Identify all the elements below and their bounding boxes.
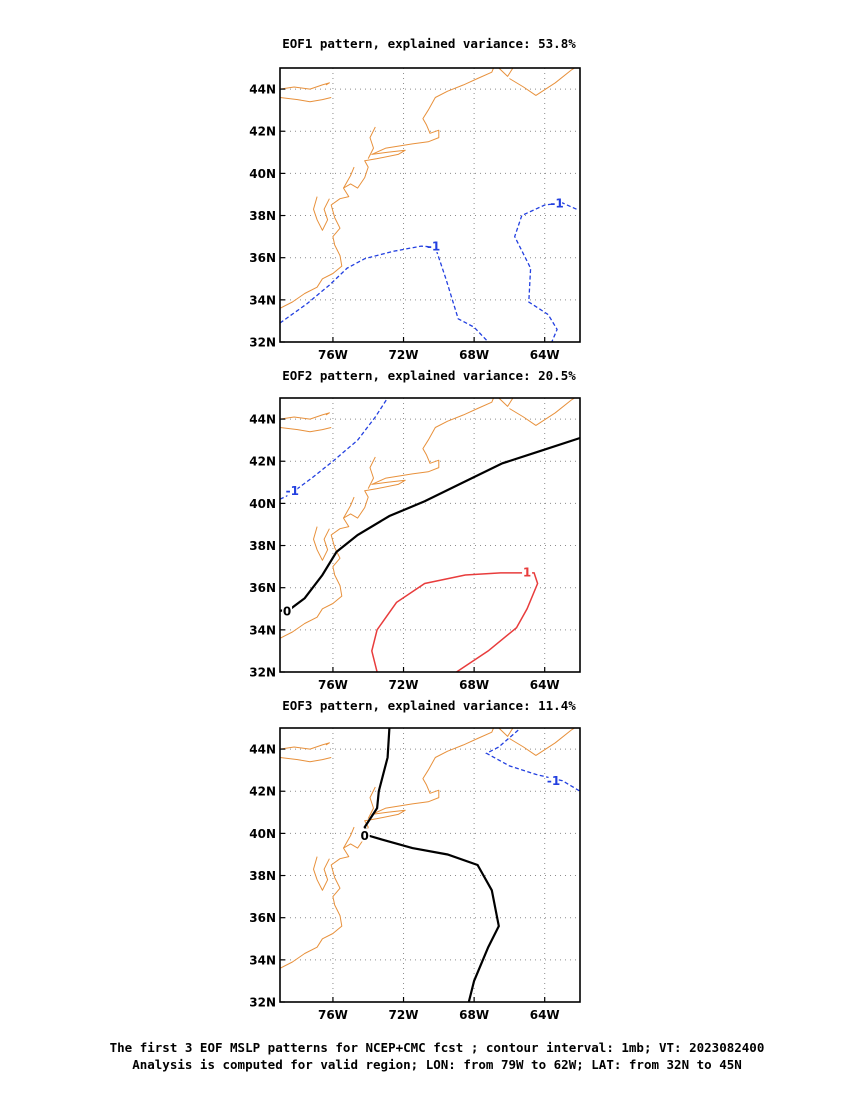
map-frame: [279, 397, 581, 673]
lat-tick-label: 32N: [249, 666, 276, 680]
coastline: [343, 826, 355, 849]
eof3-panel: EOF3 pattern, explained variance: 11.4% …: [249, 698, 581, 1022]
lon-tick-label: 76W: [318, 1008, 348, 1022]
lat-tick-label: 38N: [249, 869, 276, 883]
lon-tick-label: 72W: [389, 678, 419, 692]
coastline: [367, 786, 376, 819]
lat-tick-label: 44N: [249, 83, 276, 97]
eof1-panel: EOF1 pattern, explained variance: 53.8% …: [249, 36, 581, 362]
coastline: [343, 166, 355, 189]
coastline: [498, 728, 514, 737]
map-frame: [279, 67, 581, 343]
lon-tick-label: 64W: [530, 348, 560, 362]
coastline: [280, 82, 330, 90]
coastline: [367, 126, 376, 159]
coastline: [343, 496, 355, 519]
coastline: [367, 456, 376, 489]
coastline: [509, 398, 575, 426]
contour-label: -1: [286, 484, 299, 498]
coastline: [313, 526, 330, 561]
lat-tick-label: 38N: [249, 539, 276, 553]
contour-label: -1: [550, 196, 563, 210]
contour-line: [371, 572, 539, 672]
lon-tick-label: 68W: [459, 1008, 489, 1022]
contour-line: [485, 729, 580, 792]
lon-tick-label: 68W: [459, 678, 489, 692]
map-area: -1 0: [280, 728, 580, 1002]
lon-tick-label: 64W: [530, 1008, 560, 1022]
coastline: [280, 412, 330, 420]
coastline: [280, 398, 494, 639]
coastline: [509, 68, 575, 96]
contour-line: [280, 245, 489, 342]
contour-line: [280, 436, 580, 612]
lat-tick-label: 36N: [249, 911, 276, 925]
coastline: [280, 427, 332, 433]
eof2-panel: EOF2 pattern, explained variance: 20.5% …: [249, 368, 581, 692]
contour-label: 0: [283, 604, 291, 618]
lat-tick-label: 38N: [249, 209, 276, 223]
map-frame: [279, 727, 581, 1003]
caption-line-1: The first 3 EOF MSLP patterns for NCEP+C…: [110, 1040, 765, 1055]
lat-tick-label: 34N: [249, 623, 276, 637]
contour-label: 1: [523, 565, 531, 579]
lon-tick-label: 76W: [318, 678, 348, 692]
coastline: [509, 728, 575, 756]
lat-tick-label: 40N: [249, 497, 276, 511]
contour-label: -1: [547, 774, 560, 788]
lon-tick-label: 64W: [530, 678, 560, 692]
lat-tick-label: 42N: [249, 125, 276, 139]
map-area: -1 -1: [280, 68, 580, 342]
coastline: [280, 742, 330, 750]
coastline: [498, 68, 514, 77]
lat-tick-label: 44N: [249, 413, 276, 427]
eof2-title: EOF2 pattern, explained variance: 20.5%: [282, 368, 576, 383]
contour-label: -1: [427, 240, 440, 254]
lat-tick-label: 34N: [249, 953, 276, 967]
coastline: [498, 398, 514, 407]
lat-tick-label: 44N: [249, 743, 276, 757]
map-area: -1 0 1: [280, 398, 580, 672]
lat-tick-label: 40N: [249, 827, 276, 841]
lat-tick-label: 42N: [249, 455, 276, 469]
coastline: [280, 757, 332, 763]
lat-tick-label: 36N: [249, 251, 276, 265]
eof3-title: EOF3 pattern, explained variance: 11.4%: [282, 698, 576, 713]
lat-tick-label: 34N: [249, 293, 276, 307]
lon-tick-label: 68W: [459, 348, 489, 362]
lat-tick-label: 32N: [249, 996, 276, 1010]
coastline: [280, 728, 494, 969]
contour-label: 0: [361, 829, 369, 843]
coastline: [280, 97, 332, 103]
contour-line: [513, 202, 577, 342]
coastline: [280, 68, 494, 309]
lat-tick-label: 40N: [249, 167, 276, 181]
lon-tick-label: 76W: [318, 348, 348, 362]
coastline: [313, 856, 330, 891]
lon-tick-label: 72W: [389, 348, 419, 362]
lon-tick-label: 72W: [389, 1008, 419, 1022]
contour-line: [363, 728, 500, 1002]
coastline: [313, 196, 330, 231]
lat-tick-label: 42N: [249, 785, 276, 799]
caption-line-2: Analysis is computed for valid region; L…: [132, 1057, 742, 1072]
eof1-title: EOF1 pattern, explained variance: 53.8%: [282, 36, 576, 51]
lat-tick-label: 36N: [249, 581, 276, 595]
lat-tick-label: 32N: [249, 336, 276, 350]
